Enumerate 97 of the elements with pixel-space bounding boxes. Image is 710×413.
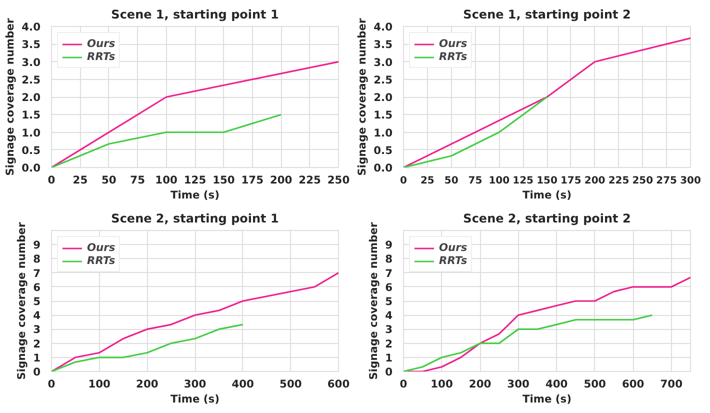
x-axis-title: Time (s) — [170, 392, 220, 406]
y-tick-label: 4.0 — [22, 20, 41, 34]
y-tick-label: 3.0 — [22, 56, 41, 69]
x-tick-label: 50 — [101, 174, 116, 186]
x-tick-label: 100 — [430, 378, 453, 390]
y-tick-label: 2.0 — [22, 91, 41, 104]
y-tick-label: 3.5 — [374, 38, 393, 52]
x-tick-label: 400 — [232, 378, 254, 390]
chart-title: Scene 2, starting point 2 — [463, 212, 631, 226]
y-tick-label: 4 — [33, 309, 41, 322]
x-tick-label: 75 — [468, 176, 482, 186]
x-tick-label: 500 — [280, 378, 302, 390]
y-tick-label: 6 — [385, 280, 393, 294]
y-tick-label: 7 — [385, 266, 393, 280]
chart-title: Scene 2, starting point 1 — [111, 212, 279, 226]
legend-label: RRTs — [439, 254, 468, 267]
x-tick-label: 600 — [622, 378, 644, 390]
y-axis-title: Signage coverage number — [4, 18, 17, 176]
x-tick-label: 100 — [488, 176, 510, 186]
x-tick-label: 125 — [184, 174, 206, 186]
x-tick-label: 700 — [660, 378, 682, 390]
y-tick-label: 0.5 — [22, 144, 41, 157]
y-tick-label: 2.5 — [22, 73, 41, 86]
y-tick-label: 0.0 — [22, 162, 41, 174]
y-tick-label: 2 — [33, 337, 41, 350]
y-axis-title: Signage coverage number — [356, 18, 369, 176]
y-tick-label: 8 — [33, 252, 41, 266]
y-tick-label: 0.5 — [374, 144, 393, 157]
legend-label: Ours — [439, 241, 468, 254]
x-tick-label: 275 — [656, 176, 678, 186]
y-tick-label: 1.0 — [22, 126, 41, 140]
x-tick-label: 50 — [444, 176, 458, 186]
y-tick-label: 2 — [385, 337, 393, 350]
x-tick-label: 200 — [270, 174, 292, 186]
x-tick-label: 100 — [155, 174, 178, 186]
y-tick-label: 1 — [385, 351, 393, 364]
x-tick-label: 250 — [632, 176, 654, 186]
legend-label: Ours — [87, 241, 116, 254]
legend-label: RRTs — [87, 50, 116, 63]
x-axis-title: Time (s) — [170, 188, 220, 202]
y-tick-label: 4 — [385, 309, 393, 322]
y-tick-label: 1.5 — [374, 108, 393, 122]
y-tick-label: 2.0 — [374, 91, 393, 104]
y-tick-label: 2.5 — [374, 73, 393, 86]
x-axis-title: Time (s) — [522, 188, 572, 202]
y-tick-label: 1.0 — [374, 126, 393, 140]
y-tick-label: 5 — [385, 295, 393, 308]
x-tick-label: 150 — [536, 176, 558, 186]
y-tick-label: 3.5 — [22, 38, 41, 52]
x-tick-label: 175 — [560, 176, 582, 186]
x-tick-label: 200 — [136, 378, 158, 390]
x-tick-label: 400 — [545, 378, 568, 390]
x-tick-label: 100 — [88, 378, 110, 390]
y-tick-label: 8 — [385, 252, 393, 266]
x-tick-label: 300 — [184, 378, 206, 390]
x-tick-label: 0 — [400, 378, 408, 390]
legend-label: RRTs — [439, 50, 468, 63]
x-tick-label: 225 — [298, 174, 321, 186]
x-tick-label: 25 — [420, 176, 434, 186]
x-tick-label: 300 — [507, 378, 530, 390]
x-tick-label: 0 — [400, 176, 408, 186]
x-axis-title: Time (s) — [522, 392, 572, 406]
x-tick-label: 225 — [608, 176, 630, 186]
y-tick-label: 1.5 — [22, 108, 41, 122]
y-tick-label: 9 — [385, 238, 393, 252]
x-tick-label: 25 — [72, 174, 88, 186]
x-tick-label: 200 — [468, 378, 492, 390]
y-tick-label: 3.0 — [374, 56, 393, 69]
y-tick-label: 0 — [385, 366, 393, 378]
x-tick-label: 175 — [241, 174, 264, 186]
legend-label: Ours — [87, 37, 116, 50]
chart-title: Scene 1, starting point 1 — [111, 8, 279, 22]
y-tick-label: 4.0 — [374, 20, 393, 34]
x-tick-label: 200 — [584, 176, 606, 186]
chart-title: Scene 1, starting point 2 — [463, 8, 631, 22]
x-tick-label: 500 — [584, 378, 606, 390]
x-tick-label: 300 — [680, 176, 701, 186]
legend-label: Ours — [439, 37, 468, 50]
y-tick-label: 3 — [385, 323, 393, 336]
x-tick-label: 0 — [48, 378, 56, 390]
y-axis-title: Signage coverage number — [367, 222, 380, 380]
y-tick-label: 5 — [33, 295, 41, 308]
x-tick-label: 150 — [212, 174, 235, 186]
y-axis-title: Signage coverage number — [15, 222, 28, 380]
legend-label: RRTs — [87, 254, 116, 267]
y-tick-label: 7 — [33, 266, 41, 280]
x-tick-label: 250 — [327, 174, 350, 186]
x-tick-label: 600 — [327, 378, 350, 390]
y-tick-label: 6 — [33, 280, 41, 294]
x-tick-label: 125 — [512, 176, 534, 186]
y-tick-label: 1 — [33, 351, 41, 364]
x-tick-label: 0 — [48, 174, 56, 186]
x-tick-label: 75 — [130, 174, 146, 186]
y-tick-label: 0 — [33, 366, 41, 378]
y-tick-label: 3 — [33, 323, 41, 336]
y-tick-label: 9 — [33, 238, 41, 252]
y-tick-label: 0.0 — [374, 162, 393, 174]
